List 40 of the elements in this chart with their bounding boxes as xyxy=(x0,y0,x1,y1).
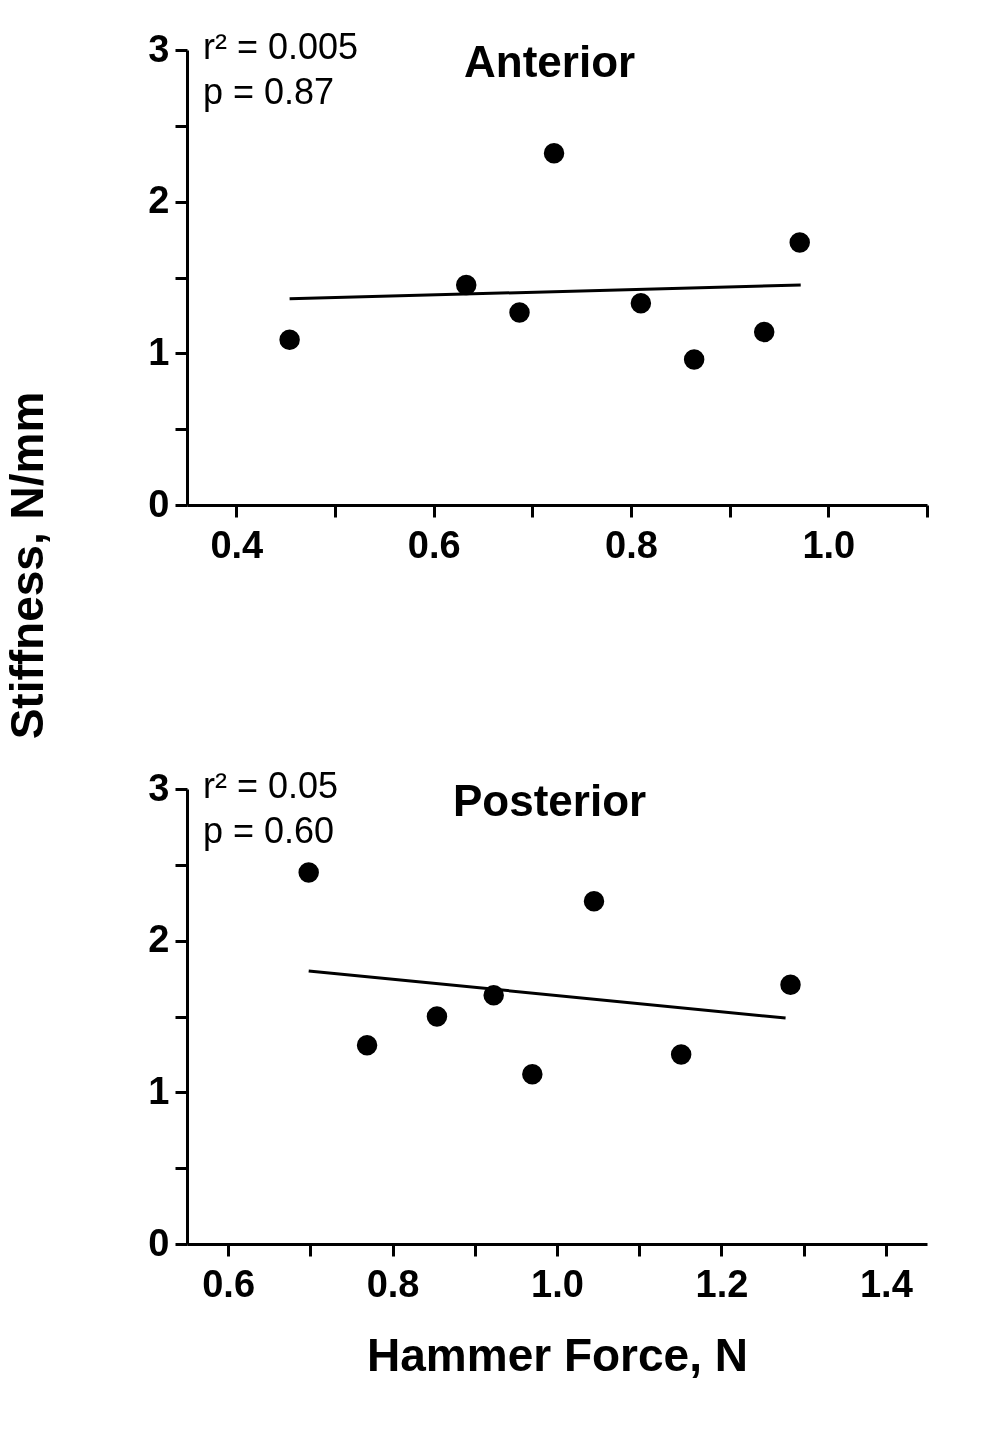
point xyxy=(356,1035,378,1056)
x-axis-title: Hammer Force, N xyxy=(367,1328,748,1381)
point xyxy=(279,329,300,350)
y-tick-label: 3 xyxy=(148,27,170,70)
y-tick-label: 3 xyxy=(148,766,170,809)
y-tick-label: 1 xyxy=(148,330,170,373)
point xyxy=(583,891,605,912)
annotation: r² = 0.005 xyxy=(203,26,359,67)
x-tick-label: 1.4 xyxy=(859,1262,913,1305)
point xyxy=(780,974,801,995)
point xyxy=(670,1044,692,1065)
point xyxy=(298,862,319,883)
y-tick-label: 2 xyxy=(148,179,170,222)
x-tick-label: 0.6 xyxy=(202,1262,256,1305)
point xyxy=(522,1063,543,1085)
x-tick-label: 0.6 xyxy=(407,523,461,566)
point xyxy=(789,232,810,253)
point xyxy=(683,349,705,370)
y-tick-label: 2 xyxy=(148,918,170,961)
annotation: p = 0.60 xyxy=(203,810,335,851)
point xyxy=(630,293,652,314)
y-tick-label: 0 xyxy=(148,1221,170,1264)
y-tick-label: 1 xyxy=(148,1069,170,1112)
annotation: r² = 0.05 xyxy=(203,765,339,806)
point xyxy=(753,321,775,343)
y-axis-title: Stiffness, N/mm xyxy=(1,391,54,740)
x-tick-label: 0.8 xyxy=(605,523,658,566)
x-tick-label: 0.8 xyxy=(366,1262,420,1305)
x-tick-label: 1.2 xyxy=(695,1262,749,1305)
x-tick-label: 1.0 xyxy=(802,523,856,566)
point xyxy=(543,142,565,164)
point xyxy=(426,1006,448,1027)
y-tick-label: 0 xyxy=(148,482,170,525)
point xyxy=(509,302,530,323)
x-tick-label: 0.4 xyxy=(210,523,264,566)
x-tick-label: 1.0 xyxy=(531,1262,584,1305)
annotation: p = 0.87 xyxy=(203,71,335,112)
chart-title: Anterior xyxy=(464,37,636,86)
chart-title: Posterior xyxy=(453,776,647,825)
point xyxy=(455,274,477,296)
